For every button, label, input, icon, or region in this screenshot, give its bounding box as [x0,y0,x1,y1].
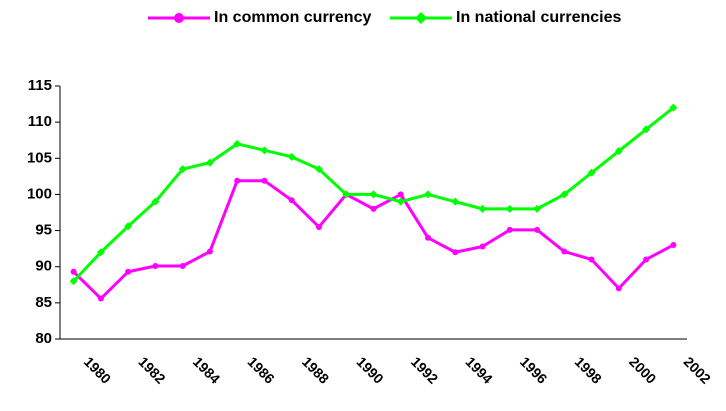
x-tick-label: 2002 [681,353,714,386]
x-tick-label: 1984 [190,353,223,386]
point [70,268,77,275]
point [587,168,596,177]
point [452,249,459,256]
y-tick-label: 80 [35,330,52,347]
point [179,262,186,269]
x-tick-label: 1996 [517,353,550,386]
x-tick-label: 1982 [135,353,168,386]
point [506,226,513,233]
point [205,158,214,167]
point [369,190,378,199]
point [315,223,322,230]
x-tick-label: 2000 [626,353,659,386]
point [152,262,159,269]
x-tick-label: 1990 [353,353,386,386]
point [561,248,568,255]
point [415,12,427,24]
y-tick-label: 115 [28,77,52,94]
point [669,103,678,112]
point [260,146,269,155]
y-tick-label: 110 [28,113,52,130]
point [505,204,514,213]
point [178,165,187,174]
point [479,243,486,250]
point [342,190,351,199]
y-tick-label: 85 [35,294,52,311]
point [615,285,622,292]
x-tick-label: 1998 [572,353,605,386]
point [206,248,213,255]
y-tick-label: 100 [27,185,52,202]
point [370,205,377,212]
y-tick-label: 105 [27,149,52,166]
y-tick-label: 95 [35,222,52,239]
point [643,256,650,263]
point [287,152,296,161]
point [151,197,160,206]
point [670,242,677,249]
point [396,197,405,206]
point [96,248,105,257]
y-tick-label: 90 [35,258,52,275]
point [233,139,242,148]
point [424,190,433,199]
point [560,190,569,199]
point [614,147,623,156]
x-tick-label: 1986 [244,353,277,386]
x-tick-label: 1992 [408,353,441,386]
point [425,234,432,241]
point [124,222,133,231]
point [174,13,184,23]
point [397,191,404,198]
point [97,295,104,302]
point [69,277,78,286]
point [261,177,268,184]
point [234,177,241,184]
legend-label: In national currencies [456,9,621,26]
point [588,256,595,263]
point [288,197,295,204]
point [314,165,323,174]
point [125,268,132,275]
point [534,226,541,233]
x-tick-label: 1988 [299,353,332,386]
legend-label: In common currency [214,9,371,26]
point [642,125,651,134]
x-tick-label: 1994 [463,353,496,386]
point [451,197,460,206]
point [478,204,487,213]
point [533,204,542,213]
x-tick-label: 1980 [81,353,114,386]
